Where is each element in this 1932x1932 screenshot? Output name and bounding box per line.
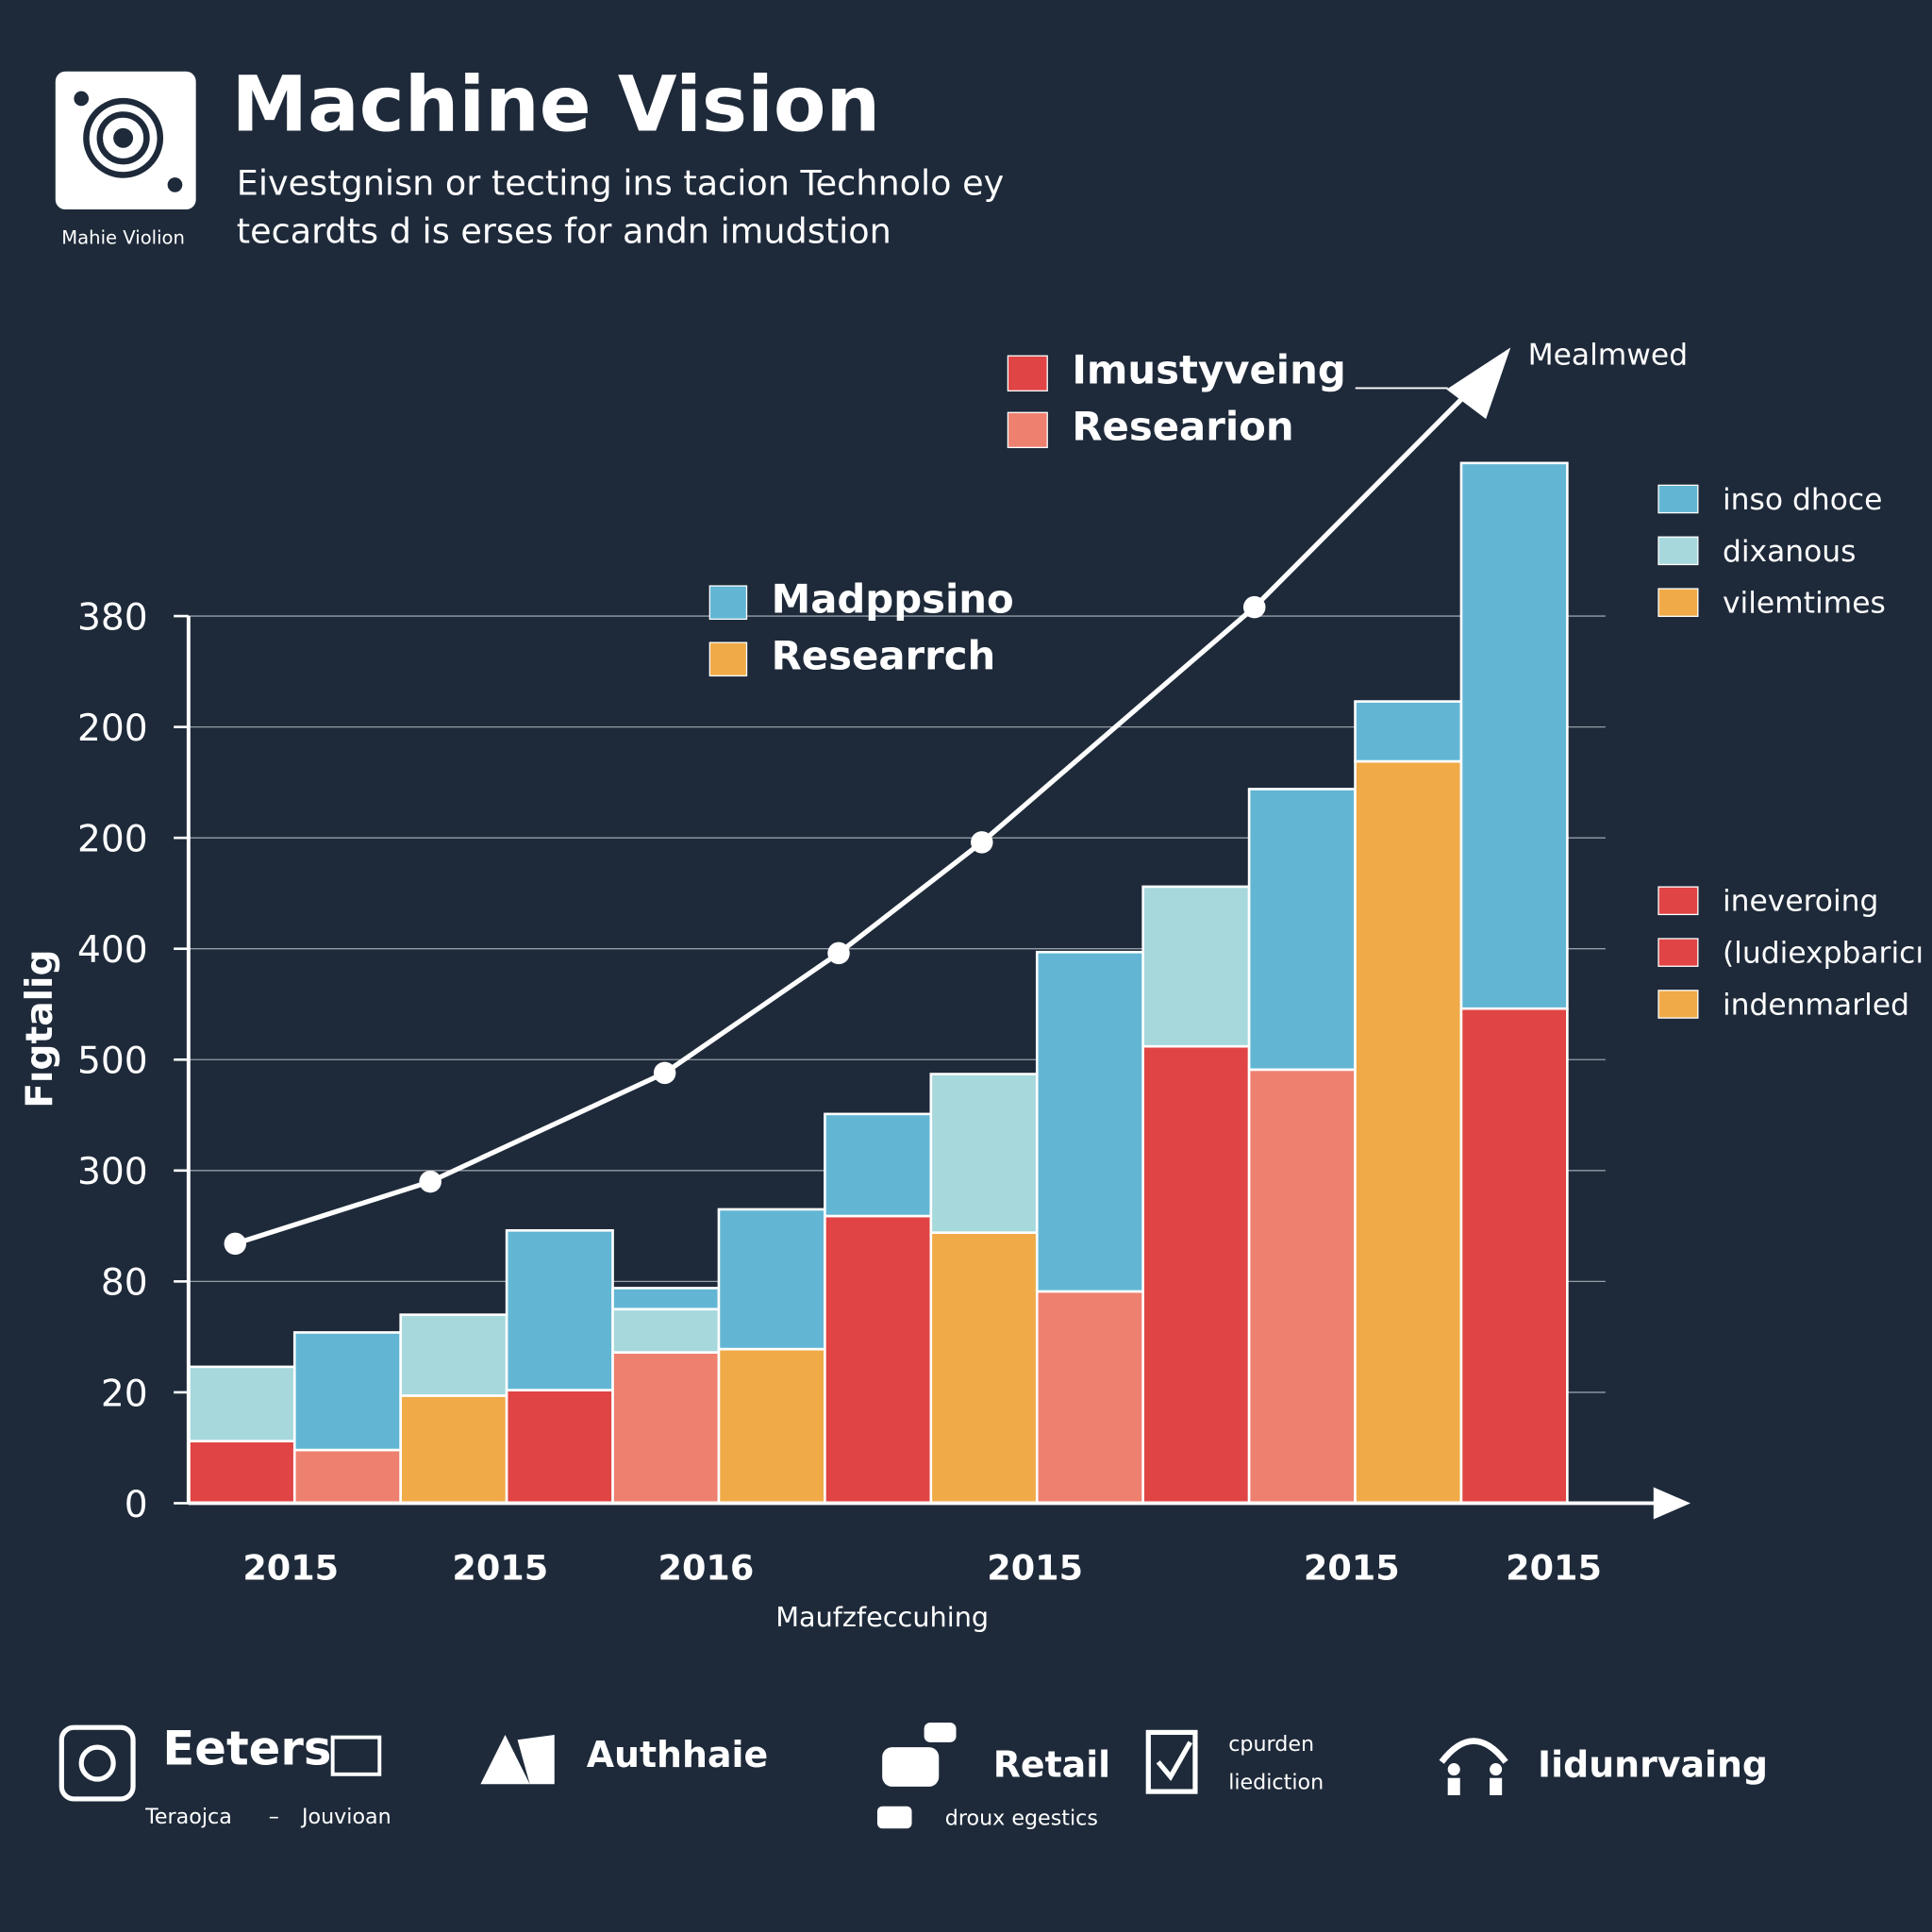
trend-point (1242, 595, 1266, 619)
bar-segment (717, 1347, 826, 1505)
footer-note: – (269, 1805, 279, 1829)
y-tick-label: 20 (101, 1373, 148, 1415)
bar-segment (505, 1389, 614, 1505)
bar-segment (292, 1331, 402, 1452)
footer-note: liediction (1228, 1770, 1324, 1794)
subtitle: tecardts d is erses for andn imudstion (237, 210, 891, 251)
legend-label: inso dhoce (1723, 483, 1882, 517)
bar-segment (292, 1448, 402, 1505)
bar-segment (187, 1440, 296, 1505)
y-tick-label: 500 (77, 1041, 148, 1083)
bar-segment (824, 1214, 933, 1505)
bar-segment (929, 1231, 1039, 1505)
logo (55, 71, 196, 210)
footer-note: cpurden (1228, 1732, 1314, 1757)
trend-line (234, 605, 1257, 1246)
x-tick-label: 2015 (1304, 1547, 1400, 1588)
legend-swatch (1657, 886, 1699, 916)
footer-title: Iidunrvaing (1538, 1743, 1768, 1785)
subtitle: Eivestgnisn or tecting ins tacion Techno… (237, 162, 1005, 203)
x-tick-label: 2015 (242, 1547, 339, 1588)
footer-title: Retail (993, 1743, 1110, 1785)
bar-segment (1141, 1044, 1251, 1505)
bar-segment (1035, 1290, 1144, 1505)
legend-label: ineveroing (1723, 885, 1878, 919)
legend-swatch (1657, 484, 1699, 514)
bar-segment (611, 1307, 721, 1354)
legend-label: indenmarled (1723, 988, 1909, 1022)
x-tick-label: 2015 (987, 1547, 1083, 1588)
trend-point (224, 1232, 247, 1256)
trend-arrowhead (1446, 347, 1511, 420)
y-tick-label: 200 (77, 819, 148, 861)
legend-label: Researrch (772, 632, 996, 678)
bar-segment (1354, 700, 1463, 763)
legend-label: Imustyveing (1072, 346, 1345, 392)
legend-swatch (708, 585, 748, 620)
legend-label: Madppsino (772, 575, 1014, 622)
bar-segment (824, 1112, 933, 1218)
legend-label: dixanous (1723, 535, 1857, 569)
bar-segment (1459, 1007, 1569, 1505)
trend-point (653, 1061, 676, 1085)
bar-segment (1247, 1068, 1357, 1505)
legend-swatch (708, 641, 748, 677)
legend-swatch (1657, 990, 1699, 1019)
trend-arrow-shaft (1252, 374, 1487, 609)
bar-segment (505, 1228, 614, 1391)
x-axis-arrow (1653, 1487, 1690, 1520)
trend-point (971, 831, 993, 854)
title: Machine Vision (232, 60, 881, 149)
logo-caption: Mahie Violion (61, 227, 185, 249)
legend-swatch (1007, 411, 1048, 449)
bar-segment (1035, 950, 1144, 1293)
bar-segment (1354, 759, 1463, 1505)
legend-label: (ludiexpbaricı (1723, 937, 1924, 971)
footer-title: Eeters (162, 1721, 331, 1775)
legend-swatch (1657, 938, 1699, 967)
x-tick-label: 2016 (658, 1547, 755, 1588)
y-axis-label: Fıgtalig (19, 949, 61, 1108)
annotation: Mealmwed (1528, 339, 1689, 373)
y-tick-label: 300 (77, 1151, 148, 1193)
y-tick-label: 400 (77, 929, 148, 972)
x-tick-label: 2015 (1506, 1547, 1602, 1588)
bar-segment (399, 1313, 508, 1397)
bar-segment (399, 1394, 508, 1505)
bar-segment (717, 1208, 826, 1351)
bar-segment (611, 1287, 721, 1311)
legend-label: Researion (1072, 404, 1293, 450)
footer-note: Teraojca (144, 1805, 232, 1829)
legend-swatch (1007, 355, 1048, 391)
footer-note: droux egestics (945, 1806, 1098, 1830)
footer-title: Authhaie (587, 1734, 768, 1775)
bar-segment (929, 1073, 1039, 1234)
bar-segment (1141, 885, 1251, 1048)
y-tick-label: 0 (125, 1484, 148, 1526)
footer: Eeters Teraojca – Jouvioan Authhaie Retail dro… (58, 1721, 1768, 1830)
footer-note: Jouvioan (300, 1805, 391, 1829)
bar-segment (1247, 788, 1357, 1072)
legend-label: vilemtimes (1723, 587, 1886, 621)
bar-segment (1459, 461, 1569, 1010)
x-tick-label: 2015 (452, 1547, 548, 1588)
y-tick-label: 80 (101, 1262, 148, 1305)
y-tick-label: 380 (77, 596, 148, 639)
x-axis-label: Maufzfeccuhing (775, 1601, 989, 1633)
trend-point (827, 941, 850, 965)
legend-swatch (1657, 536, 1699, 566)
trend-point (419, 1170, 441, 1193)
bar-segment (187, 1365, 296, 1442)
y-tick-label: 200 (77, 708, 148, 750)
bar-segment (611, 1351, 721, 1505)
legend-swatch (1657, 588, 1699, 617)
